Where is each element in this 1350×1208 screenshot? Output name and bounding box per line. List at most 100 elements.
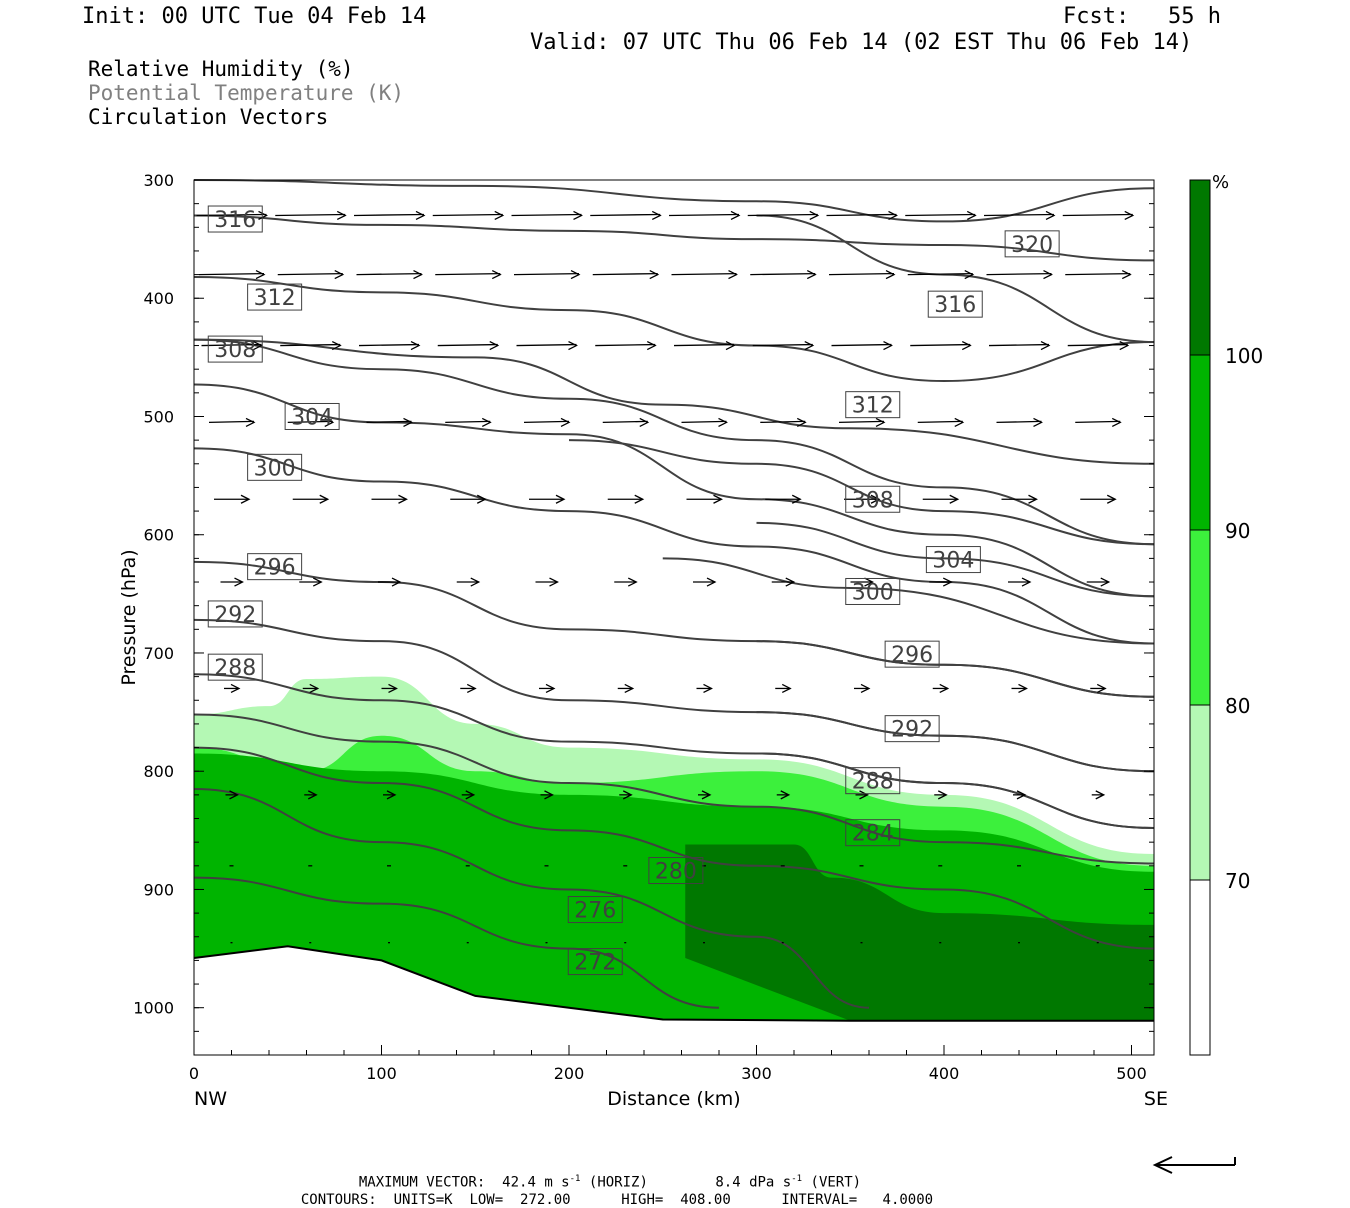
- vector-head: [1018, 683, 1028, 694]
- vector-head: [470, 577, 481, 587]
- colorbar-swatch-4: [1189, 179, 1211, 356]
- colorbar-swatch-2: [1189, 529, 1211, 706]
- contour-label-box: [207, 653, 263, 681]
- forecast-hour-value: 55 h: [1168, 4, 1221, 29]
- vector-head: [806, 270, 817, 280]
- circulation-vector: [353, 213, 425, 217]
- x-end-label-nw: NW: [194, 1088, 227, 1110]
- contour-label-box: [845, 485, 901, 513]
- circulation-vector: [986, 272, 1052, 276]
- vector-head: [730, 210, 741, 221]
- vector-head: [489, 340, 500, 351]
- contour-label-box: [567, 896, 623, 924]
- vector-head: [319, 494, 330, 504]
- vector-head: [634, 494, 645, 504]
- vector-head: [1100, 577, 1111, 587]
- y-axis-label: Pressure (hPa): [118, 549, 140, 685]
- vector-head: [240, 494, 251, 504]
- vector-head: [954, 417, 965, 427]
- vector-head: [1016, 790, 1027, 800]
- vector-head: [781, 683, 792, 694]
- contour-label-304: 304: [291, 405, 333, 430]
- contour-label-292: 292: [891, 718, 933, 743]
- vector-head: [1021, 577, 1032, 587]
- y-tick-label-400: 400: [143, 289, 174, 308]
- x-tick-label-100: 100: [366, 1064, 397, 1083]
- vector-head: [234, 577, 244, 587]
- vector-head: [466, 683, 477, 694]
- vector-head: [1111, 417, 1122, 427]
- contour-label-box: [284, 402, 340, 430]
- vector-head: [491, 270, 502, 280]
- vector-head: [809, 210, 820, 221]
- theta-contour-280-18: [193, 746, 1155, 950]
- field-rh: Relative Humidity (%): [88, 57, 354, 81]
- vector-head: [639, 417, 650, 427]
- theta-contour-296-14: [756, 640, 1155, 698]
- vector-head: [785, 577, 796, 587]
- vector-head: [403, 417, 413, 427]
- colorbar-swatch-0: [1189, 879, 1211, 1056]
- colorbar-label-70: 70: [1225, 869, 1250, 893]
- vector-head: [728, 270, 738, 280]
- vector-head: [309, 683, 320, 694]
- circulation-vector: [673, 343, 735, 347]
- footer-line-1: MAXIMUM VECTOR: 42.4 m s-1 (HORIZ) 8.4 d…: [358, 1174, 862, 1191]
- circulation-vector: [602, 420, 648, 424]
- y-tick-label-900: 900: [143, 880, 174, 899]
- vector-head: [324, 417, 335, 427]
- circulation-vector: [907, 272, 973, 276]
- vector-head: [1028, 494, 1038, 504]
- contour-label-box: [925, 546, 981, 574]
- contour-label-box: [845, 577, 901, 605]
- vector-head: [1096, 683, 1107, 694]
- circulation-vector: [592, 272, 658, 276]
- vector-head: [568, 340, 578, 351]
- valid-time: Valid: 07 UTC Thu 06 Feb 14 (02 EST Thu …: [530, 30, 1193, 55]
- circulation-vector: [445, 420, 491, 424]
- vector-head: [331, 340, 342, 351]
- vector-head: [888, 210, 898, 221]
- circulation-vector: [826, 213, 897, 217]
- circulation-vector: [831, 343, 892, 347]
- vector-head: [391, 577, 402, 587]
- field-theta: Potential Temperature (K): [88, 81, 405, 105]
- contour-label-312: 312: [852, 394, 894, 419]
- contour-label-288: 288: [852, 770, 894, 795]
- x-tick-label-300: 300: [741, 1064, 772, 1083]
- circulation-vector: [595, 343, 656, 347]
- contour-label-box: [247, 453, 303, 481]
- vector-head: [413, 270, 423, 280]
- vector-head: [1045, 210, 1056, 221]
- contour-label-280: 280: [655, 860, 697, 885]
- vector-head: [258, 210, 268, 221]
- vector-head: [481, 417, 492, 427]
- contour-label-308: 308: [214, 338, 256, 363]
- circulation-vector: [523, 420, 570, 424]
- circulation-vector: [358, 343, 420, 347]
- circulation-vector: [516, 343, 577, 347]
- y-tick-label-500: 500: [143, 407, 174, 426]
- x-end-label-se: SE: [1144, 1088, 1168, 1110]
- vector-head: [939, 683, 950, 694]
- circulation-vector: [432, 213, 503, 217]
- theta-contour-300-7: [193, 447, 1155, 645]
- circulation-vector: [275, 213, 346, 217]
- y-tick-label-600: 600: [143, 526, 174, 545]
- circulation-vector: [208, 420, 255, 424]
- footer-line-2: CONTOURS: UNITS=K LOW= 272.00 HIGH= 408.…: [300, 1192, 934, 1208]
- terrain-mask: [194, 946, 1154, 1055]
- circulation-vector: [1075, 420, 1121, 424]
- circulation-vector: [983, 213, 1055, 217]
- vector-head: [804, 340, 815, 351]
- vector-head: [961, 340, 972, 351]
- vector-head: [1106, 494, 1117, 504]
- vector-head: [312, 577, 323, 587]
- contour-label-box: [884, 640, 940, 668]
- theta-contour-308-8: [568, 439, 1155, 546]
- reference-vector-arrow: [1152, 1156, 1236, 1174]
- circulation-vector: [838, 420, 885, 424]
- circulation-vector: [668, 213, 740, 217]
- circulation-vector: [828, 272, 895, 276]
- theta-contour-288-16: [756, 752, 1155, 829]
